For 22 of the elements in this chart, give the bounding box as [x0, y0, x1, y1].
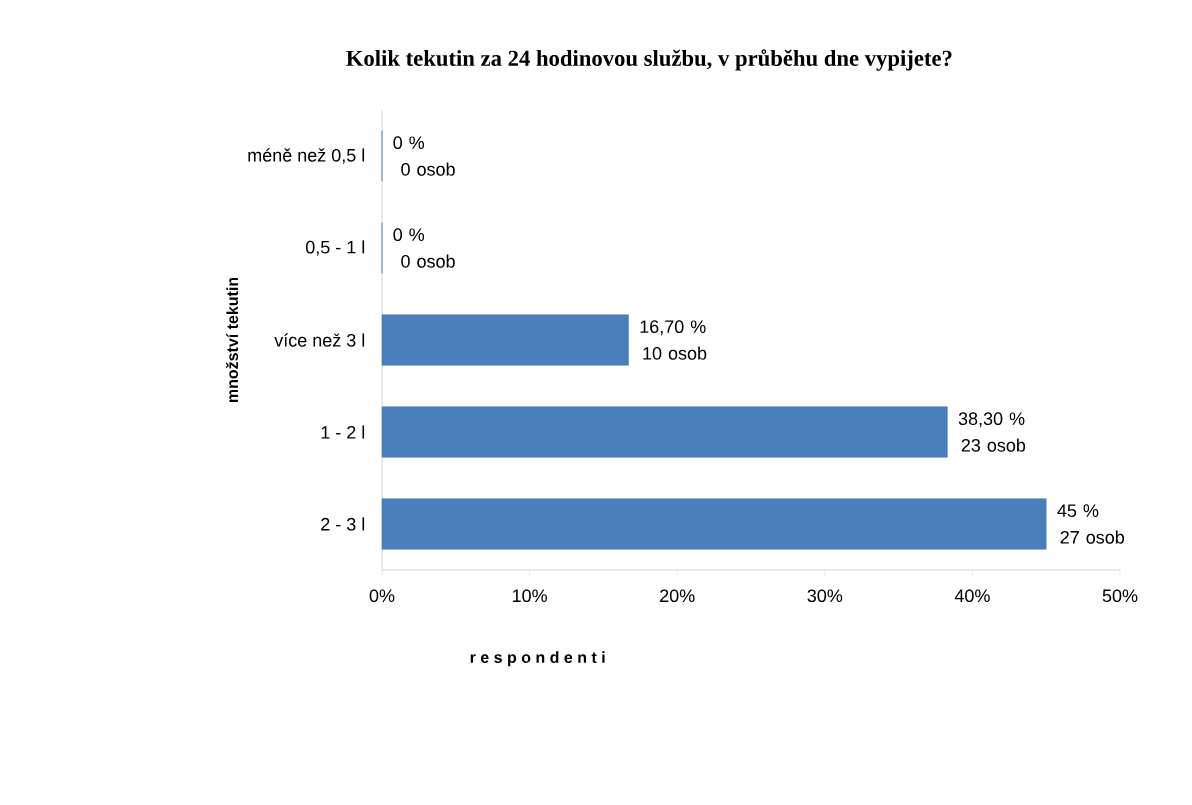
y-tick-label: méně než 0,5 l [248, 148, 365, 164]
data-label: 16,70 % 10 osob [640, 320, 707, 360]
data-label: 45 % 27 osob [1057, 504, 1125, 544]
data-label: 38,30 % 23 osob [958, 412, 1026, 452]
x-tick-label: 50% [1102, 589, 1138, 602]
bar [381, 498, 1047, 550]
x-tick-label: 20% [660, 589, 695, 602]
y-tick-label: 0,5 - 1 l [305, 240, 365, 256]
bar [381, 314, 629, 366]
x-tick-label: 0% [369, 589, 395, 602]
x-axis-title: r e s p o n d e n t i [470, 651, 605, 667]
data-label: 0 % 0 osob [393, 136, 455, 176]
chart-title: Kolik tekutin za 24 hodinovou službu, v průběhu dne vypijete? [346, 49, 952, 71]
y-tick-label: více než 3 l [274, 333, 365, 347]
y-tick-label: 2 - 3 l [321, 517, 365, 531]
y-axis-title: množství tekutin [225, 277, 239, 402]
x-tick-label: 40% [954, 589, 990, 602]
data-label: 0 % 0 osob [393, 228, 455, 268]
bar [381, 406, 948, 458]
y-tick-label: 1 - 2 l [321, 425, 365, 439]
x-tick-label: 30% [807, 589, 843, 602]
x-tick-label: 10% [512, 589, 547, 602]
